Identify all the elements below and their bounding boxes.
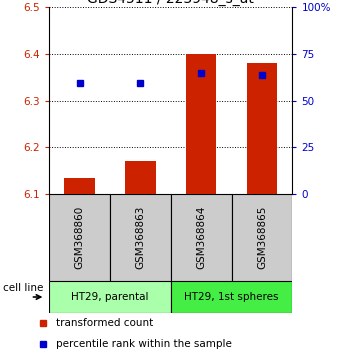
Text: percentile rank within the sample: percentile rank within the sample — [56, 339, 232, 349]
Text: HT29, 1st spheres: HT29, 1st spheres — [184, 292, 279, 302]
Text: GSM368864: GSM368864 — [196, 206, 206, 269]
Bar — [110, 194, 171, 281]
Bar — [49, 281, 171, 313]
Bar — [171, 194, 232, 281]
Bar — [49, 194, 110, 281]
Title: GDS4511 / 223948_s_at: GDS4511 / 223948_s_at — [87, 0, 254, 6]
Bar — [65, 178, 95, 194]
Text: GSM368863: GSM368863 — [135, 206, 146, 269]
Bar — [232, 194, 292, 281]
Bar — [125, 161, 156, 194]
Bar — [171, 281, 292, 313]
Bar — [247, 63, 277, 194]
Text: GSM368865: GSM368865 — [257, 206, 267, 269]
Text: GSM368860: GSM368860 — [75, 206, 85, 269]
Text: transformed count: transformed count — [56, 319, 153, 329]
Bar — [186, 54, 217, 194]
Text: HT29, parental: HT29, parental — [71, 292, 149, 302]
Text: cell line: cell line — [3, 283, 44, 293]
